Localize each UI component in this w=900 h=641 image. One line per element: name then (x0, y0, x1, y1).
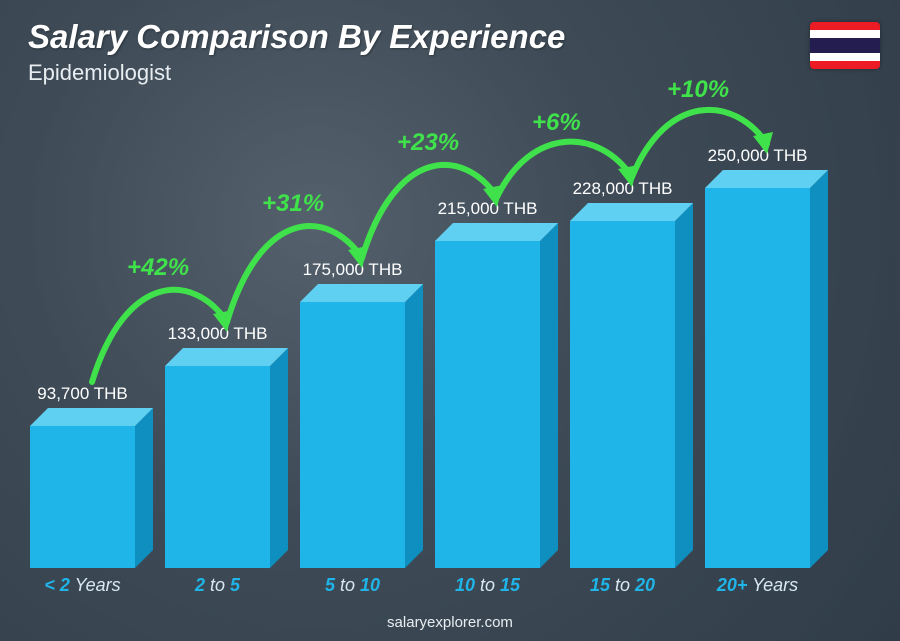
chart-subtitle: Epidemiologist (28, 60, 171, 86)
flag-stripe (810, 61, 880, 69)
bar-category-label: 15 to 20 (570, 575, 675, 596)
bar-category-label: 5 to 10 (300, 575, 405, 596)
flag-stripe (810, 22, 880, 30)
flag-stripe (810, 30, 880, 38)
bar-chart: 93,700 THB< 2 Years133,000 THB2 to 5175,… (30, 100, 850, 596)
flag-stripe (810, 53, 880, 61)
bar-shape (570, 203, 693, 568)
infographic-canvas: Salary Comparison By Experience Epidemio… (0, 0, 900, 641)
bar-shape (30, 408, 153, 568)
bar-category-label: 20+ Years (705, 575, 810, 596)
flag-stripe (810, 38, 880, 54)
bar-category-label: 10 to 15 (435, 575, 540, 596)
increase-percent-label: +23% (397, 129, 459, 157)
increase-percent-label: +42% (127, 254, 189, 282)
bar-category-label: 2 to 5 (165, 575, 270, 596)
increase-percent-label: +31% (262, 190, 324, 218)
footer-credit: salaryexplorer.com (0, 614, 900, 631)
increase-percent-label: +6% (532, 109, 581, 137)
increase-percent-label: +10% (667, 76, 729, 104)
chart-title: Salary Comparison By Experience (28, 18, 565, 56)
country-flag-thailand (810, 22, 880, 69)
bar-category-label: < 2 Years (30, 575, 135, 596)
bar-shape (705, 170, 828, 568)
